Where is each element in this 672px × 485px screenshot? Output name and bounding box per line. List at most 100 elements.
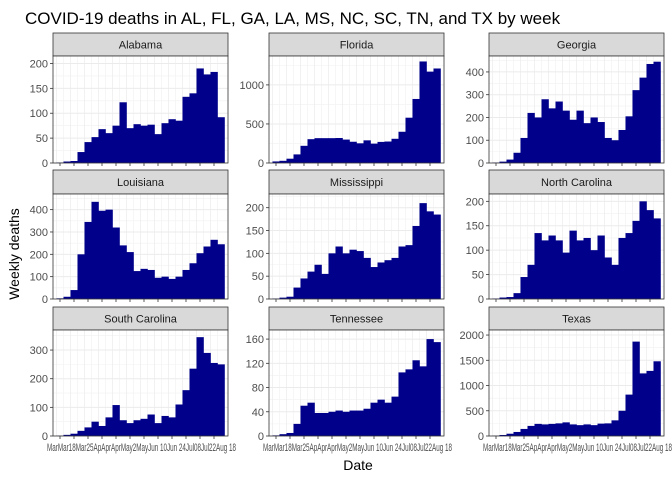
bar-georgia-2	[507, 160, 514, 163]
bar-georgia-22	[647, 64, 654, 163]
bar-mississippi-8	[329, 253, 336, 299]
bar-north-carolina-15	[598, 236, 605, 299]
bar-florida-8	[329, 138, 336, 163]
bar-louisiana-16	[169, 279, 176, 299]
bar-south-carolina-5	[92, 422, 99, 436]
bar-texas-14	[591, 425, 598, 436]
bar-georgia-3	[514, 153, 521, 163]
bar-north-carolina-4	[521, 277, 528, 299]
bar-south-carolina-6	[99, 426, 106, 436]
bar-south-carolina-19	[190, 369, 197, 436]
bar-georgia-7	[542, 99, 549, 163]
bar-texas-6	[535, 424, 542, 436]
bar-mississippi-7	[322, 274, 329, 299]
bar-georgia-10	[563, 111, 570, 163]
bar-louisiana-12	[141, 269, 148, 299]
y-tick-label: 200	[30, 249, 48, 261]
bar-south-carolina-7	[106, 417, 113, 436]
bar-alabama-7	[106, 133, 113, 163]
y-tick-label: 160	[246, 334, 264, 346]
bar-florida-3	[294, 154, 301, 163]
bar-georgia-5	[528, 113, 535, 163]
bar-texas-19	[626, 395, 633, 436]
bar-louisiana-11	[134, 271, 141, 299]
y-tick-label: 40	[252, 407, 264, 419]
y-tick-label: 500	[246, 119, 264, 131]
bar-louisiana-7	[106, 210, 113, 299]
bar-florida-23	[434, 68, 441, 163]
strip-label-tennessee: Tennessee	[330, 314, 383, 326]
bar-alabama-5	[92, 137, 99, 163]
bar-alabama-6	[99, 129, 106, 163]
bar-mississippi-20	[413, 226, 420, 299]
bar-florida-21	[420, 61, 427, 163]
bar-north-carolina-19	[626, 233, 633, 299]
bar-south-carolina-21	[204, 353, 211, 436]
bar-alabama-22	[211, 72, 218, 163]
bar-mississippi-12	[357, 251, 364, 299]
bar-south-carolina-22	[211, 363, 218, 436]
bar-texas-21	[640, 373, 647, 436]
bar-florida-19	[406, 118, 413, 163]
bar-mississippi-18	[399, 247, 406, 300]
bar-alabama-9	[120, 102, 127, 163]
bar-north-carolina-10	[563, 253, 570, 299]
bar-texas-16	[605, 423, 612, 436]
strip-label-texas: Texas	[562, 314, 591, 326]
y-tick-label: 100	[30, 272, 48, 284]
bar-louisiana-8	[113, 228, 120, 299]
bar-louisiana-17	[176, 277, 183, 299]
bar-north-carolina-9	[556, 240, 563, 299]
x-tick-labels-texas: MarMar18Mar25ApAprAprMay2MayJun 10Jun 24…	[483, 442, 672, 454]
x-axis-title: Date	[343, 457, 373, 473]
y-tick-label: 80	[252, 383, 264, 395]
bar-south-carolina-15	[162, 416, 169, 436]
strip-label-louisiana: Louisiana	[117, 177, 165, 189]
y-tick-label: 300	[466, 90, 484, 102]
y-tick-label: 400	[30, 205, 48, 217]
bar-south-carolina-12	[141, 419, 148, 436]
bar-texas-3	[514, 432, 521, 436]
y-tick-label: 400	[466, 67, 484, 79]
chart-title: COVID-19 deaths in AL, FL, GA, LA, MS, N…	[25, 9, 561, 28]
bar-north-carolina-21	[640, 201, 647, 299]
bar-louisiana-10	[127, 252, 134, 299]
y-tick-label: 0	[258, 294, 264, 306]
bar-florida-17	[392, 139, 399, 163]
x-tick-labels-south-carolina: MarMar18Mar25ApAprAprMay2MayJun 10Jun 24…	[47, 442, 236, 454]
bar-tennessee-5	[308, 403, 315, 436]
bar-texas-15	[598, 424, 605, 436]
y-tick-label: 200	[466, 196, 484, 208]
y-tick-label: 200	[466, 112, 484, 124]
strip-label-mississippi: Mississippi	[330, 177, 383, 189]
bar-south-carolina-10	[127, 423, 134, 436]
bar-south-carolina-3	[78, 431, 85, 436]
bar-texas-23	[654, 361, 661, 436]
bar-alabama-21	[204, 74, 211, 163]
strip-label-alabama: Alabama	[119, 40, 163, 52]
y-tick-label: 300	[30, 345, 48, 357]
bar-texas-13	[584, 424, 591, 436]
bar-mississippi-4	[301, 278, 308, 299]
bar-mississippi-3	[294, 288, 301, 299]
bar-south-carolina-18	[183, 390, 190, 436]
bar-louisiana-6	[99, 211, 106, 299]
bar-tennessee-11	[350, 411, 357, 436]
bar-louisiana-20	[197, 253, 204, 299]
bar-south-carolina-20	[197, 337, 204, 436]
y-tick-label: 1000	[460, 381, 484, 393]
strip-label-south-carolina: South Carolina	[104, 314, 178, 326]
bar-texas-7	[542, 424, 549, 436]
bar-alabama-20	[197, 68, 204, 163]
bar-mississippi-11	[350, 250, 357, 299]
y-tick-label: 1000	[240, 80, 264, 92]
bar-alabama-15	[162, 123, 169, 163]
bar-tennessee-9	[336, 411, 343, 436]
y-tick-label: 500	[466, 406, 484, 418]
bar-georgia-16	[605, 138, 612, 163]
